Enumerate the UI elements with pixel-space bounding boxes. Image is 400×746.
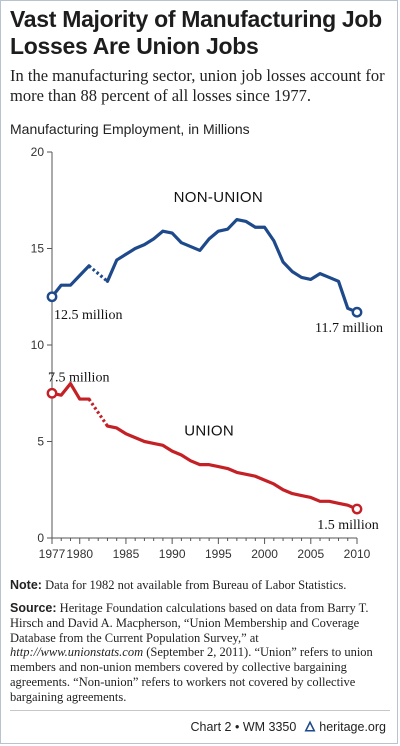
chart-number: Chart 2 • WM 3350 xyxy=(190,720,297,734)
heritage-logo-icon xyxy=(304,720,316,732)
series-lines xyxy=(46,217,363,515)
chart-source: Source: Heritage Foundation calculations… xyxy=(10,601,394,705)
source-label: Source: xyxy=(10,601,57,615)
x-tick-label: 1990 xyxy=(159,547,186,561)
y-tick-label: 15 xyxy=(31,242,45,256)
union-line-segment-2 xyxy=(105,424,359,511)
annotations: NON-UNION UNION 12.5 million 11.7 million 7.… xyxy=(48,189,383,533)
footer-divider xyxy=(10,710,390,711)
endpoint-annotation: 11.7 million xyxy=(315,321,383,336)
y-tick-label: 10 xyxy=(31,338,45,352)
y-tick-label: 5 xyxy=(37,435,44,449)
footer: Chart 2 • WM 3350 heritage.org xyxy=(0,710,394,740)
x-tick-label: 1985 xyxy=(113,547,140,561)
page-subtitle: In the manufacturing sector, union job l… xyxy=(10,66,385,105)
y-axis: 0 5 10 15 20 xyxy=(31,145,53,545)
footer-text: Chart 2 • WM 3350 heritage.org xyxy=(191,720,387,734)
endpoint-annotation: 12.5 million xyxy=(54,308,122,323)
x-tick-label: 1977 xyxy=(39,547,66,561)
union-endpoint-marker xyxy=(351,503,363,515)
note-text: Data for 1982 not available from Bureau … xyxy=(41,578,347,592)
non-union-series-label: NON-UNION xyxy=(174,189,263,206)
non-union-endpoint-marker xyxy=(46,291,58,303)
x-axis: 1977 1980 1985 1990 1995 2000 2005 2010 xyxy=(39,537,371,561)
non-union-line-segment-1 xyxy=(50,264,91,299)
union-series-label: UNION xyxy=(184,423,234,440)
x-tick-label: 1995 xyxy=(205,547,232,561)
endpoint-annotation: 7.5 million xyxy=(48,370,109,385)
chart-note: Note: Data for 1982 not available from B… xyxy=(10,578,395,593)
endpoint-annotation: 1.5 million xyxy=(317,518,378,533)
source-text-1: Heritage Foundation calculations based o… xyxy=(10,601,369,645)
union-endpoint-marker xyxy=(46,387,58,399)
footer-site[interactable]: heritage.org xyxy=(319,720,386,734)
x-tick-label: 2000 xyxy=(251,547,278,561)
x-tick-label: 1980 xyxy=(66,547,93,561)
x-tick-label: 2005 xyxy=(297,547,324,561)
union-gap-dashed xyxy=(87,398,109,427)
non-union-endpoint-marker xyxy=(351,306,363,318)
source-text-2: (September 2, 2011). “Union” refers to u… xyxy=(10,645,373,704)
x-tick-label: 2010 xyxy=(344,547,371,561)
source-link[interactable]: http://www.unionstats.com xyxy=(10,645,144,660)
note-label: Note: xyxy=(10,578,42,592)
chart-title: Manufacturing Employment, in Millions xyxy=(10,121,250,137)
y-tick-label: 20 xyxy=(31,145,45,159)
union-line-segment-1 xyxy=(50,382,91,401)
line-chart: 0 5 10 15 20 1977 1980 1985 1990 1995 2000 2005 201… xyxy=(31,145,383,561)
non-union-gap-dashed xyxy=(87,264,109,283)
non-union-line-segment-2 xyxy=(105,217,359,314)
y-tick-label: 0 xyxy=(37,531,44,545)
page-title: Vast Majority of Manufacturing Job Losse… xyxy=(10,6,382,59)
